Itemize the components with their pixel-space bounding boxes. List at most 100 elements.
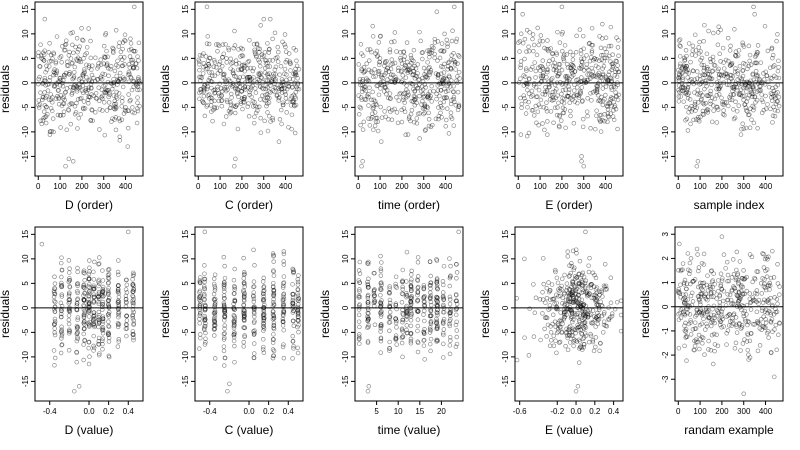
data-point [561, 96, 567, 102]
data-point [703, 327, 708, 332]
data-point [38, 90, 43, 95]
data-point [456, 52, 461, 58]
data-point [231, 45, 236, 51]
data-point [207, 63, 212, 69]
data-point [596, 98, 601, 104]
data-point [445, 64, 451, 69]
data-point [775, 261, 780, 267]
data-point [766, 335, 771, 340]
data-point [252, 47, 257, 53]
data-point [405, 68, 411, 73]
data-point [232, 43, 238, 48]
data-point [419, 89, 424, 94]
data-point [559, 67, 565, 73]
data-point [223, 114, 229, 119]
data-point [457, 54, 462, 59]
data-point [234, 61, 239, 67]
data-point [260, 93, 265, 98]
x-tick-label: 15 [415, 407, 424, 416]
x-tick-label: 0 [356, 182, 361, 191]
data-point [197, 90, 202, 96]
data-point [441, 263, 447, 269]
data-point [212, 60, 218, 65]
data-point [291, 99, 296, 105]
data-point [76, 115, 81, 121]
data-point [438, 88, 444, 93]
x-tick-label: 300 [257, 182, 271, 191]
data-point [371, 105, 376, 110]
data-point [56, 96, 62, 102]
data-point [236, 47, 241, 52]
data-point [700, 341, 705, 346]
data-point [610, 52, 615, 57]
data-point [262, 70, 268, 75]
data-point [82, 52, 88, 57]
data-point [582, 77, 587, 83]
data-point [451, 96, 456, 102]
data-point [433, 116, 439, 122]
data-point [217, 59, 223, 64]
data-point [51, 72, 56, 78]
data-point [245, 104, 250, 109]
data-point [125, 72, 131, 77]
data-point [248, 65, 253, 71]
data-point [576, 360, 582, 365]
data-point [109, 119, 114, 124]
data-point [611, 84, 617, 89]
data-point [606, 114, 611, 120]
data-point [123, 38, 128, 44]
data-point [441, 355, 446, 360]
data-point [445, 83, 451, 88]
data-point [704, 321, 709, 327]
data-point [283, 44, 288, 50]
data-point [253, 103, 258, 109]
data-point [368, 69, 374, 74]
data-point [209, 73, 215, 78]
data-point [366, 67, 372, 73]
data-point [126, 47, 132, 53]
data-point [50, 95, 55, 100]
data-point [228, 100, 233, 105]
data-point [221, 72, 227, 78]
data-point [296, 86, 302, 92]
data-point [418, 38, 424, 44]
data-point [111, 50, 116, 55]
data-point [76, 85, 81, 91]
data-point [372, 67, 377, 72]
data-point [71, 50, 76, 56]
data-point [394, 342, 399, 347]
data-point [518, 132, 524, 137]
data-point [435, 58, 440, 63]
data-point [585, 96, 590, 101]
data-point [135, 54, 140, 59]
data-point [271, 76, 276, 81]
data-point [551, 63, 556, 68]
data-point [394, 325, 399, 330]
data-point [379, 115, 385, 120]
data-point [614, 299, 620, 305]
data-point [533, 75, 538, 80]
data-point [604, 49, 609, 55]
data-point [402, 62, 408, 68]
data-point [548, 97, 553, 102]
data-point [447, 59, 452, 65]
data-point [429, 44, 435, 49]
data-point [536, 102, 542, 107]
data-point [555, 73, 561, 79]
data-point [53, 60, 58, 66]
data-point [249, 94, 254, 100]
data-point [119, 99, 125, 104]
data-point [411, 58, 416, 64]
data-point [417, 77, 422, 82]
data-point [113, 106, 119, 111]
data-point [579, 99, 585, 104]
data-point [82, 69, 87, 75]
data-point [281, 249, 287, 254]
data-point [445, 60, 451, 66]
data-point [688, 256, 694, 261]
data-point [392, 30, 398, 35]
data-point [52, 326, 57, 331]
data-point [416, 77, 421, 83]
data-point [250, 99, 256, 104]
outlier-point [575, 384, 581, 389]
